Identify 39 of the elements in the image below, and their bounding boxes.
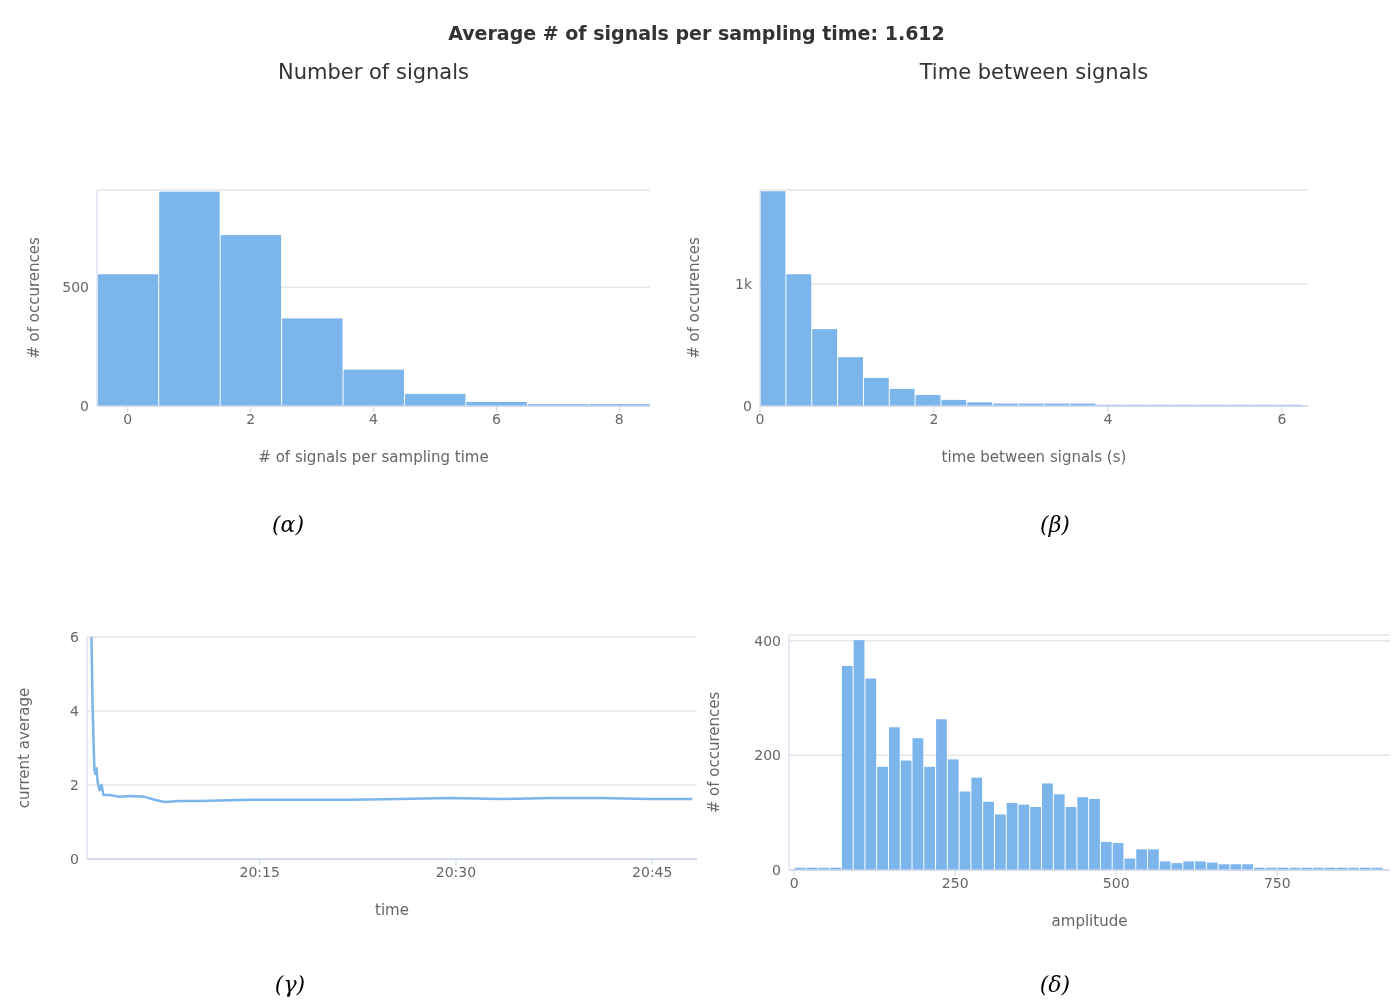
text: (δ) [1038, 972, 1072, 997]
x-tick-label: 2 [246, 410, 256, 427]
x-tick-label: 4 [369, 410, 379, 427]
y-tick-label: 6 [70, 628, 80, 645]
x-axis-title: time [375, 901, 409, 919]
text: Average # of signals per sampling time: 1.612 [447, 22, 946, 44]
x-tick-label: 6 [491, 410, 501, 427]
x-axis-title: # of signals per sampling time [258, 448, 489, 466]
y-tick-label: 500 [62, 279, 89, 296]
y-tick-label: 400 [754, 632, 781, 649]
chart-title: Number of signals [277, 60, 470, 84]
x-tick-label: 750 [1263, 874, 1291, 891]
x-axis-title: amplitude [1051, 912, 1128, 930]
y-tick-label: 2 [70, 776, 79, 793]
x-tick-label: 8 [614, 410, 624, 427]
x-tick-label: 0 [123, 410, 133, 427]
x-tick-label: 20:45 [632, 863, 673, 880]
text: (γ) [273, 972, 307, 997]
y-tick-label: 4 [70, 702, 80, 719]
y-tick-label: 200 [754, 747, 781, 764]
y-tick-label: 1k [734, 275, 753, 292]
y-tick-label: 0 [70, 850, 79, 867]
x-tick-label: 20:15 [239, 863, 280, 880]
y-axis-title: # of occurences [705, 691, 724, 814]
x-tick-label: 0 [789, 874, 799, 891]
x-tick-label: 250 [941, 874, 969, 891]
y-tick-label: 0 [80, 397, 89, 414]
y-axis-title: current average [15, 687, 34, 809]
x-tick-label: 2 [929, 410, 939, 427]
y-axis-title: # of occurences [685, 237, 704, 359]
x-tick-label: 4 [1103, 410, 1113, 427]
chart-title: Time between signals [918, 60, 1150, 84]
x-tick-label: 20:30 [435, 863, 477, 880]
x-tick-label: 6 [1277, 410, 1287, 427]
x-axis-title: time between signals (s) [941, 448, 1127, 466]
y-axis-title: # of occurences [25, 237, 44, 359]
text: (α) [271, 512, 305, 537]
x-tick-label: 500 [1102, 874, 1130, 891]
text: (β) [1039, 512, 1071, 537]
